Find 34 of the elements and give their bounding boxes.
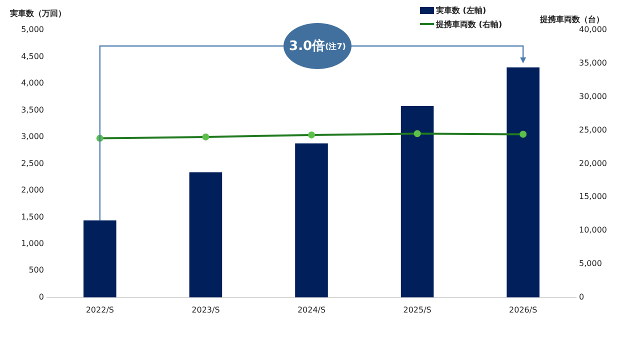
- bar: [506, 67, 540, 298]
- x-tick-label: 2022/S: [86, 305, 114, 314]
- bar: [295, 143, 328, 298]
- y2-axis-title: 提携車両数（台）: [540, 14, 604, 25]
- y-tick-label: 0: [38, 292, 44, 302]
- y2-tick-label: 25,000: [579, 125, 607, 134]
- y-tick-label: 3,000: [21, 132, 44, 142]
- y-tick-label: 2,500: [21, 158, 44, 168]
- x-tick-label: 2024/S: [297, 305, 326, 314]
- y-tick-label: 4,500: [21, 52, 44, 61]
- y2-tick-label: 10,000: [579, 226, 607, 235]
- bar: [84, 220, 116, 298]
- y2-tick-label: 40,000: [579, 25, 607, 34]
- y-tick-label: 500: [28, 266, 44, 275]
- y-tick-label: 1,500: [21, 212, 44, 222]
- y2-tick-label: 15,000: [579, 192, 607, 202]
- y2-tick-label: 20,000: [579, 158, 607, 168]
- y-tick-label: 2,000: [21, 186, 44, 195]
- y-tick-label: 5,000: [21, 25, 44, 34]
- x-tick-label: 2025/S: [403, 305, 432, 314]
- y2-tick-label: 5,000: [579, 259, 602, 268]
- y2-tick-label: 30,000: [579, 92, 607, 101]
- y-axis-title: 実車数（万回）: [10, 8, 66, 19]
- bar: [189, 172, 222, 298]
- y-tick-label: 1,000: [21, 239, 44, 248]
- y-tick-label: 3,500: [21, 105, 44, 114]
- y-tick-label: 4,000: [21, 78, 44, 88]
- bar: [400, 106, 434, 298]
- y2-tick-label: 35,000: [579, 58, 607, 68]
- x-tick-label: 2023/S: [192, 305, 220, 314]
- legend-label: 提携車両数 (右軸): [436, 18, 502, 30]
- y2-tick-label: 0: [579, 292, 584, 302]
- legend-label: 実車数 (左軸): [436, 4, 486, 16]
- x-tick-label: 2026/S: [509, 305, 538, 314]
